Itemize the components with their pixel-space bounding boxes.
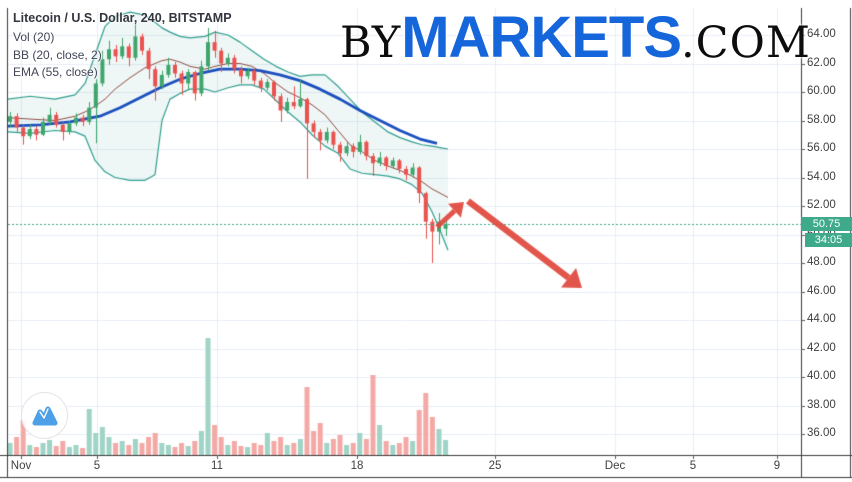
price-axis[interactable]: 64.0062.0060.0058.0056.0054.0052.0050.00… — [802, 0, 852, 455]
price-axis-label: 48.00 — [807, 256, 836, 268]
price-axis-label: 36.00 — [807, 427, 836, 439]
mountain-cloud-icon — [32, 406, 57, 425]
price-axis-label: 56.00 — [807, 142, 836, 154]
brand-com: .COM — [681, 18, 811, 68]
price-axis-label: 64.00 — [807, 28, 836, 40]
indicator-ema[interactable]: EMA (55, close) — [13, 65, 98, 79]
time-axis-label: 5 — [93, 460, 101, 472]
countdown-value: 34:05 — [814, 234, 843, 246]
price-axis-label: 62.00 — [807, 56, 836, 69]
time-axis[interactable]: Nov 5 11 18 25 Dec 5 9 — [0, 456, 852, 477]
time-axis-label: Nov — [10, 460, 32, 472]
price-axis-label: 42.00 — [807, 341, 836, 354]
price-axis-label: 52.00 — [807, 199, 836, 211]
indicator-bollinger[interactable]: BB (20, close, 2) — [13, 47, 102, 62]
price-axis-label: 58.00 — [807, 113, 836, 126]
brand-by: BY — [340, 18, 402, 68]
price-axis-label: 40.00 — [807, 370, 836, 382]
price-axis-label: 44.00 — [807, 313, 836, 325]
price-axis-label: 38.00 — [807, 398, 836, 411]
bar-countdown-badge: 34:05 — [805, 233, 852, 247]
price-axis-label: 54.00 — [807, 170, 836, 183]
bymarkets-logo-icon — [21, 392, 68, 439]
time-axis-label: 25 — [488, 460, 502, 472]
price-axis-label: 60.00 — [807, 85, 836, 97]
time-axis-label: 5 — [689, 460, 697, 472]
price-axis-label: 46.00 — [807, 284, 836, 297]
bymarkets-watermark: BY MARKETS .COM — [340, 4, 811, 71]
symbol-title[interactable]: Litecoin / U.S. Dollar, 240, BITSTAMP — [13, 11, 232, 25]
time-axis-label: Dec — [604, 460, 626, 472]
chart-legend: Litecoin / U.S. Dollar, 240, BITSTAMP Vo… — [13, 11, 232, 82]
brand-markets: MARKETS — [401, 5, 682, 70]
last-price-value: 50.75 — [812, 218, 841, 230]
indicator-volume[interactable]: Vol (20) — [13, 30, 55, 44]
time-axis-label: 11 — [211, 460, 223, 472]
time-axis-label: 18 — [350, 460, 364, 472]
last-price-badge: 50.75 — [801, 217, 852, 231]
time-axis-label: 9 — [773, 460, 781, 472]
